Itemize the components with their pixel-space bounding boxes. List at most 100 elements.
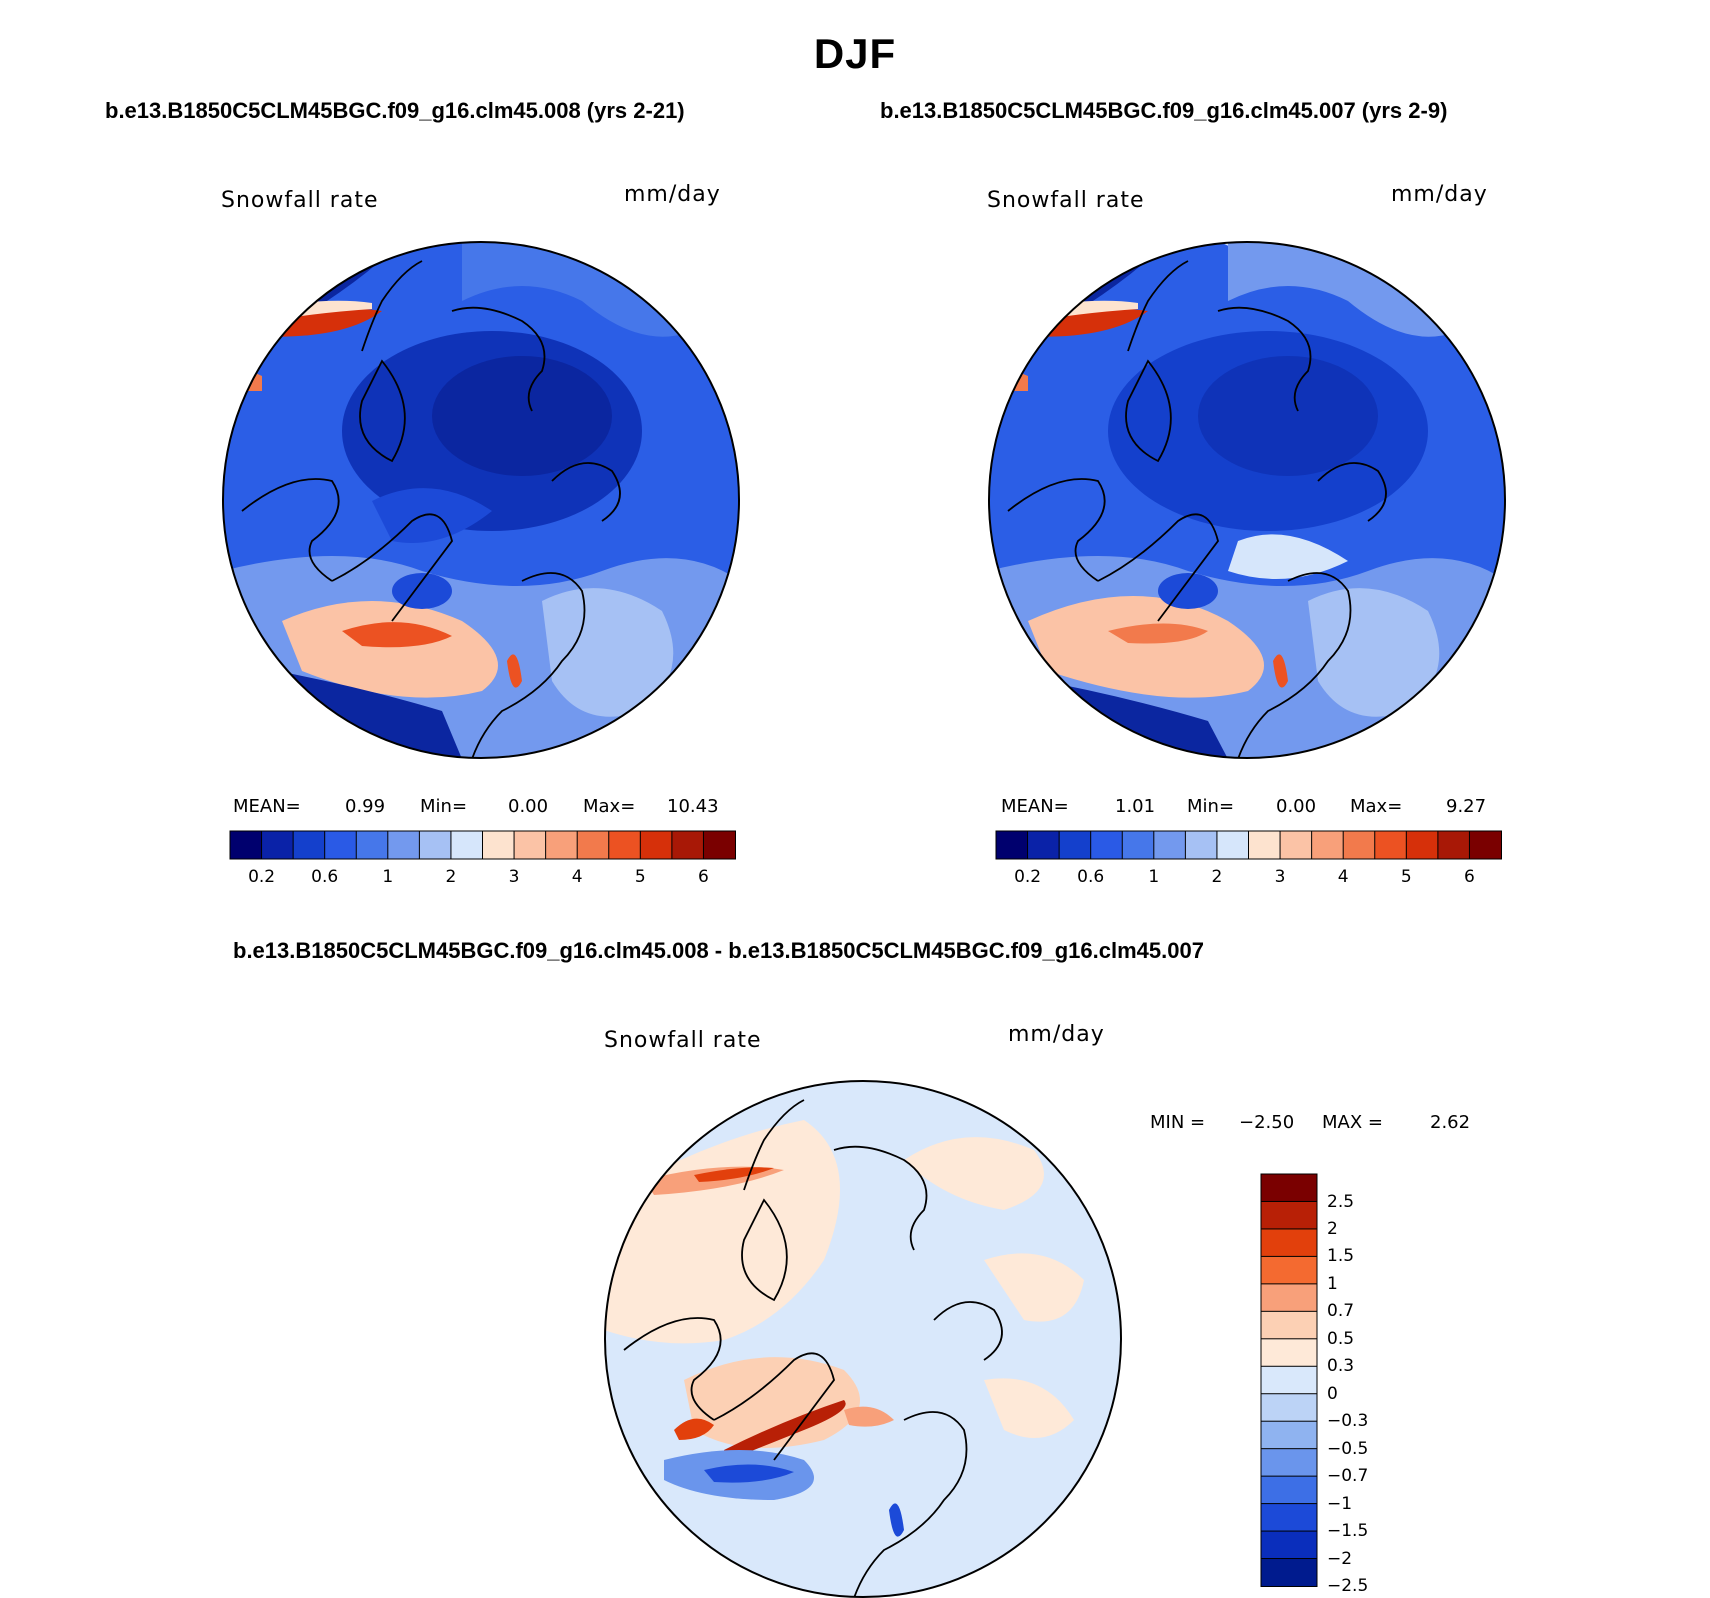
diff-colorbar-box [1260,1530,1318,1560]
right-variable-label: Snowfall rate [987,188,1145,213]
diff-colorbar-box [1260,1255,1318,1285]
left-polar-map [222,241,740,759]
right-min-value: 0.00 [1276,796,1317,817]
left-colorbar-box [355,830,389,860]
diff-colorbar-box [1260,1393,1318,1423]
right-colorbar-box [1121,830,1155,860]
diff-colorbar-box [1260,1310,1318,1340]
subtitle-right-case: b.e13.B1850C5CLM45BGC.f09_g16.clm45.007 … [880,98,1448,123]
left-variable-label: Snowfall rate [221,188,379,213]
left-colorbar-box [292,830,326,860]
left-colorbar-tick-label: 0.2 [248,867,276,887]
right-colorbar-tick-label: 4 [1337,867,1349,887]
left-colorbar-tick-label: 5 [634,867,646,887]
diff-colorbar-box [1260,1558,1318,1587]
left-colorbar-box [639,830,673,860]
right-min-label: Min= [1187,796,1235,817]
left-colorbar-tick-label: 3 [508,867,520,887]
right-colorbar-box [1058,830,1092,860]
right-colorbar-labels: 0.2 0.6 1 2 3 4 5 6 [996,867,1501,891]
left-mean-value: 0.99 [345,796,386,817]
left-colorbar-tick-label: 2 [445,867,457,887]
diff-colorbar-tick-label: 0.3 [1327,1356,1355,1377]
diff-variable-label: Snowfall rate [604,1028,762,1053]
left-colorbar-box [450,830,484,860]
difference-colorbar-labels: 2.5 2 1.5 1 0.7 0.5 0.3 0 −0.3 −0.5 −0.7 −1 −1.5 −2 −2… [1327,1174,1447,1597]
left-colorbar-tick-label: 0.6 [311,867,339,887]
left-colorbar-tick-label: 6 [697,867,709,887]
right-colorbar-box [1437,830,1471,860]
right-colorbar-tick-label: 0.2 [1014,867,1042,887]
diff-min-value: −2.50 [1239,1112,1295,1133]
diff-colorbar-tick-label: 2.5 [1327,1191,1355,1212]
diff-colorbar-tick-label: −0.7 [1327,1466,1369,1487]
left-colorbar-tick-label: 1 [382,867,394,887]
right-max-label: Max= [1350,796,1403,817]
right-colorbar-box [1374,830,1408,860]
right-colorbar-tick-label: 0.6 [1077,867,1105,887]
diff-min-label: MIN = [1150,1112,1206,1133]
diff-colorbar-tick-label: −1 [1327,1493,1353,1514]
left-colorbar-tick-label: 4 [571,867,583,887]
left-colorbar-box [482,830,516,860]
right-colorbar-box [1279,830,1313,860]
left-colorbar-labels: 0.2 0.6 1 2 3 4 5 6 [230,867,735,891]
diff-colorbar-tick-label: 0 [1327,1383,1338,1404]
left-colorbar-box [702,830,737,860]
diff-max-label: MAX = [1322,1112,1383,1133]
right-colorbar-box [1027,830,1061,860]
diff-colorbar-box [1260,1338,1318,1368]
diff-colorbar-tick-label: −0.3 [1327,1411,1369,1432]
right-mean-value: 1.01 [1115,796,1156,817]
diff-units-label: mm/day [1008,1022,1105,1047]
diff-colorbar-tick-label: −2 [1327,1548,1353,1569]
difference-title: b.e13.B1850C5CLM45BGC.f09_g16.clm45.008 … [233,938,1204,963]
right-colorbar-box [1184,830,1218,860]
diff-colorbar-box [1260,1283,1318,1313]
difference-polar-map [604,1080,1122,1598]
diff-colorbar-tick-label: −0.5 [1327,1438,1369,1459]
left-mean-label: MEAN= [233,796,301,817]
left-max-label: Max= [583,796,636,817]
diff-colorbar-tick-label: 1 [1327,1273,1338,1294]
left-colorbar-box [324,830,358,860]
diff-colorbar-tick-label: 2 [1327,1218,1338,1239]
left-colorbar-box [261,830,295,860]
left-min-label: Min= [420,796,468,817]
right-mean-label: MEAN= [1001,796,1069,817]
right-colorbar-tick-label: 6 [1463,867,1475,887]
right-colorbar-tick-label: 5 [1400,867,1412,887]
right-colorbar-box [1311,830,1345,860]
right-colorbar-box [1468,830,1503,860]
diff-colorbar-box [1260,1448,1318,1478]
left-min-value: 0.00 [508,796,549,817]
diff-colorbar-box [1260,1173,1318,1203]
diff-colorbar-tick-label: −2.5 [1327,1576,1369,1596]
right-colorbar-box [1248,830,1282,860]
right-max-value: 9.27 [1446,796,1487,817]
diff-max-value: 2.62 [1430,1112,1471,1133]
diff-colorbar-tick-label: 0.5 [1327,1328,1355,1349]
right-colorbar [995,830,1503,860]
right-colorbar-box [1153,830,1187,860]
diff-colorbar-box [1260,1420,1318,1450]
right-units-label: mm/day [1391,182,1488,207]
right-colorbar-box [1090,830,1124,860]
difference-colorbar [1260,1173,1318,1587]
left-units-label: mm/day [624,182,721,207]
left-colorbar-box [513,830,547,860]
right-colorbar-box [1342,830,1376,860]
right-polar-map [988,241,1506,759]
right-colorbar-box [1216,830,1250,860]
left-colorbar-box [671,830,705,860]
right-colorbar-box [1405,830,1439,860]
right-colorbar-box [995,830,1029,860]
subtitle-left-case: b.e13.B1850C5CLM45BGC.f09_g16.clm45.008 … [105,98,685,123]
diff-colorbar-box [1260,1200,1318,1230]
figure-title: DJF [813,30,897,77]
left-colorbar-box [576,830,610,860]
diff-colorbar-box [1260,1475,1318,1505]
left-colorbar-box [608,830,642,860]
diff-colorbar-box [1260,1503,1318,1533]
left-colorbar-box [545,830,579,860]
